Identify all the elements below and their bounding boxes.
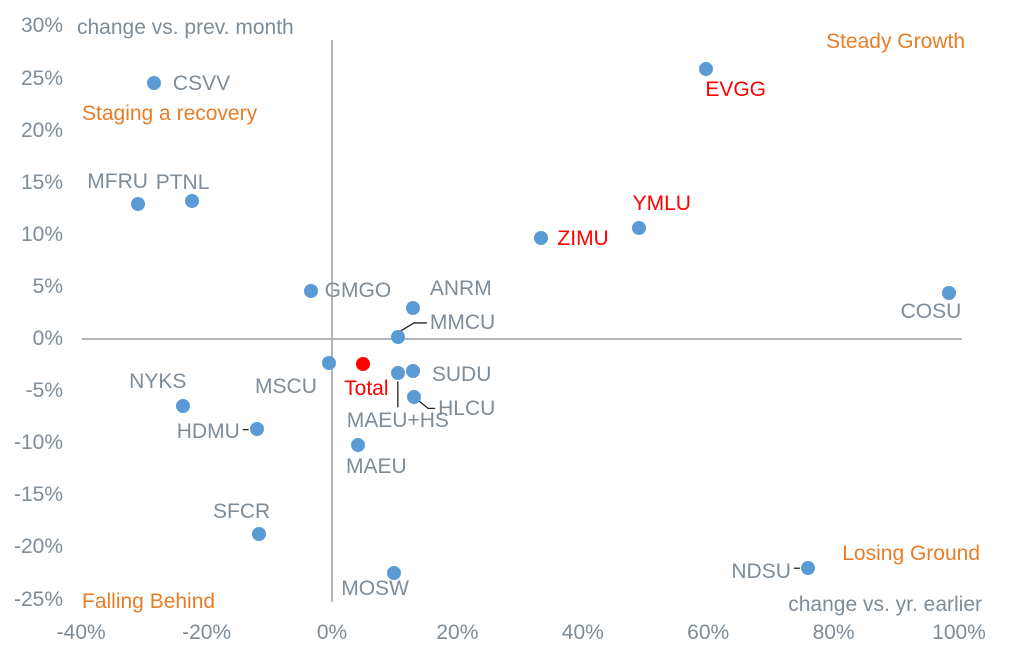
point-label-SFCR: SFCR xyxy=(213,499,271,523)
point-label-YMLU: YMLU xyxy=(632,191,691,215)
point-label-MFRU: MFRU xyxy=(87,169,148,193)
point-NYKS xyxy=(175,398,190,413)
point-label-MMCU: MMCU xyxy=(429,310,496,334)
point-label-EVGG: EVGG xyxy=(705,78,766,102)
y-tick-30%: 30% xyxy=(20,14,63,38)
y-tick-0%: 0% xyxy=(32,327,63,350)
x-tick-0%: 0% xyxy=(316,621,348,644)
x-tick-60%: 60% xyxy=(687,621,730,644)
y-tick--15%: -15% xyxy=(13,483,63,507)
point-COSU xyxy=(941,286,956,301)
x-tick--20%: -20% xyxy=(182,621,232,644)
x-tick-20%: 20% xyxy=(436,621,479,644)
quadrant-label-losing-ground: Losing Ground xyxy=(842,542,980,565)
x-axis-line xyxy=(82,338,962,340)
point-label-SUDU: SUDU xyxy=(431,363,492,387)
point-HDMU xyxy=(249,421,264,436)
x-tick--40%: -40% xyxy=(56,621,106,644)
point-MAEU xyxy=(351,438,366,453)
point-ANRM xyxy=(405,300,420,315)
point-NDSU xyxy=(800,561,815,576)
point-label-ANRM: ANRM xyxy=(429,276,492,300)
leader-MMCU xyxy=(400,322,427,332)
point-PTNL xyxy=(184,194,199,209)
point-label-CSVV: CSVV xyxy=(172,71,231,95)
quadrant-label-staging-a-recovery: Staging a recovery xyxy=(82,102,258,125)
point-MAEU+HS xyxy=(390,366,405,381)
point-label-MAEU: MAEU xyxy=(345,455,407,479)
point-label-COSU: COSU xyxy=(900,300,962,324)
point-label-MSCU: MSCU xyxy=(255,374,317,398)
x-tick-40%: 40% xyxy=(561,621,604,644)
point-ZIMU xyxy=(534,230,549,245)
y-tick-10%: 10% xyxy=(20,222,63,246)
point-Total xyxy=(356,357,371,371)
point-label-HLCU: HLCU xyxy=(438,397,496,421)
point-label-MAEU+HS: MAEU+HS xyxy=(346,409,449,433)
point-CSVV xyxy=(146,75,161,90)
point-GMGO xyxy=(303,284,318,299)
y-axis-line xyxy=(331,40,333,602)
leader-HLCU xyxy=(417,399,436,410)
point-SFCR xyxy=(251,526,266,541)
y-tick-25%: 25% xyxy=(20,66,63,90)
point-label-HDMU: HDMU xyxy=(176,419,240,443)
point-label-Total: Total xyxy=(344,377,389,400)
quadrant-label-steady-growth: Steady Growth xyxy=(826,30,965,53)
point-MOSW xyxy=(387,566,402,581)
point-MSCU xyxy=(321,355,336,370)
point-SUDU xyxy=(405,364,420,379)
point-label-ZIMU: ZIMU xyxy=(557,226,609,250)
y-tick--25%: -25% xyxy=(13,587,63,611)
point-label-NDSU: NDSU xyxy=(731,560,791,584)
y-tick--10%: -10% xyxy=(13,431,63,455)
y-tick-5%: 5% xyxy=(32,274,63,298)
point-label-MOSW: MOSW xyxy=(341,577,409,601)
x-axis-title: change vs. yr. earlier xyxy=(788,593,982,616)
point-MMCU xyxy=(390,329,405,344)
point-HLCU xyxy=(407,390,422,405)
x-tick-80%: 80% xyxy=(812,621,855,644)
quadrant-label-falling-behind: Falling Behind xyxy=(82,590,216,613)
point-MFRU xyxy=(130,196,145,211)
point-label-PTNL: PTNL xyxy=(155,171,210,195)
x-tick-100%: 100% xyxy=(932,621,986,644)
y-tick--5%: -5% xyxy=(25,379,63,403)
point-YMLU xyxy=(631,220,646,235)
y-tick--20%: -20% xyxy=(13,535,63,559)
y-tick-20%: 20% xyxy=(20,118,63,142)
y-tick-15%: 15% xyxy=(20,170,63,194)
y-axis-title: change vs. prev. month xyxy=(77,16,294,39)
point-EVGG xyxy=(699,62,714,77)
point-label-NYKS: NYKS xyxy=(129,369,187,393)
point-label-GMGO: GMGO xyxy=(324,279,392,303)
